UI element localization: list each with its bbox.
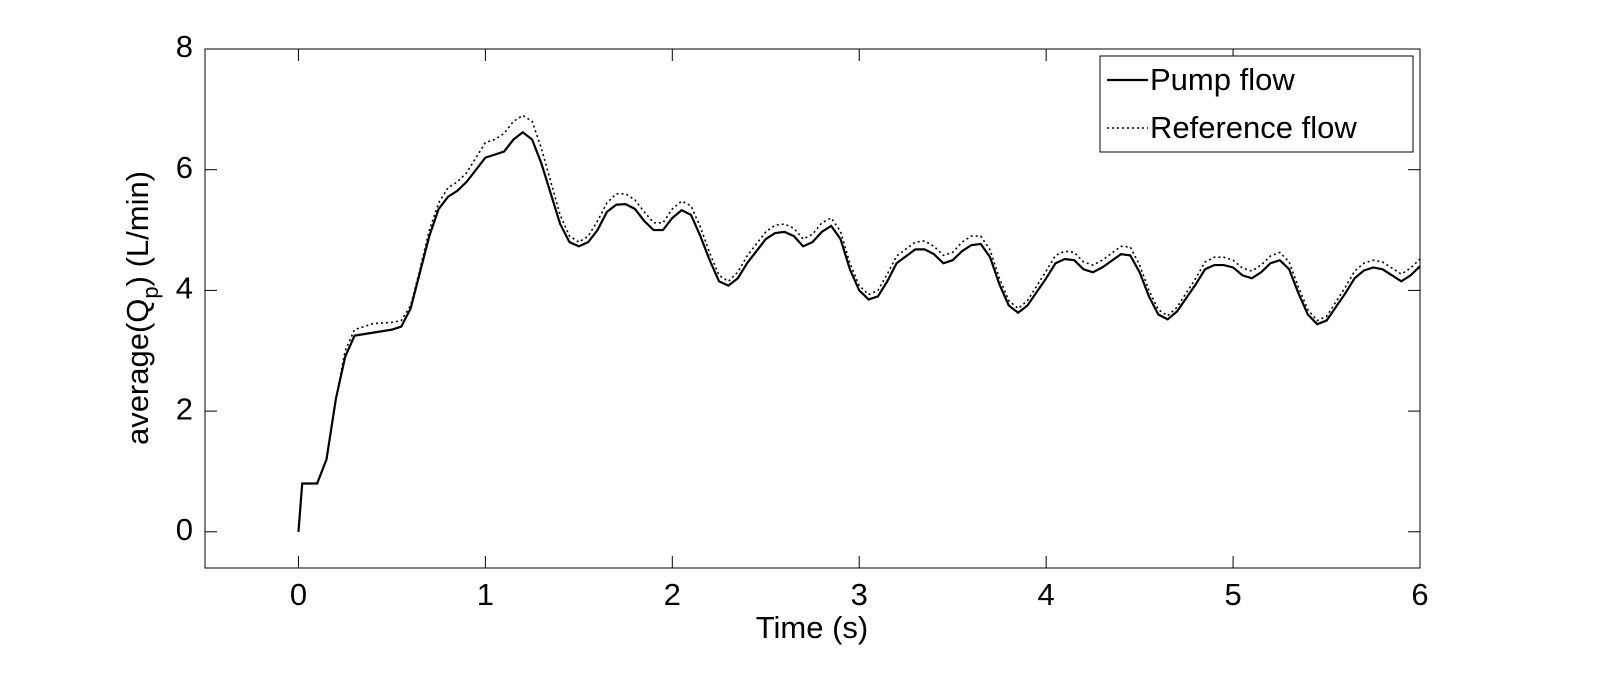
y-axis-label-rest: ) (L/min)	[120, 171, 155, 286]
x-tick-label: 6	[1411, 577, 1428, 612]
series-line	[297, 130, 1421, 532]
x-tick-label: 2	[664, 577, 681, 612]
x-axis-label: Time (s)	[756, 610, 869, 645]
y-tick-label: 6	[176, 150, 193, 185]
y-axis-label: average(Qp) (L/min)	[120, 171, 163, 445]
legend-label: Pump flow	[1150, 62, 1295, 97]
y-axis-label-sub: p	[138, 286, 163, 298]
legend-box	[1099, 55, 1414, 153]
y-tick-label: 8	[176, 29, 193, 64]
x-tick-label: 3	[851, 577, 868, 612]
x-tick-label: 1	[477, 577, 494, 612]
x-tick-label: 0	[290, 577, 307, 612]
y-tick-label: 4	[176, 271, 193, 306]
x-tick-label: 4	[1038, 577, 1055, 612]
y-tick-label: 2	[176, 391, 193, 426]
legend-label: Reference flow	[1150, 110, 1357, 145]
x-tick-label: 5	[1224, 577, 1241, 612]
y-axis-label-main: average(Q	[120, 299, 155, 445]
y-tick-label: 0	[176, 512, 193, 547]
